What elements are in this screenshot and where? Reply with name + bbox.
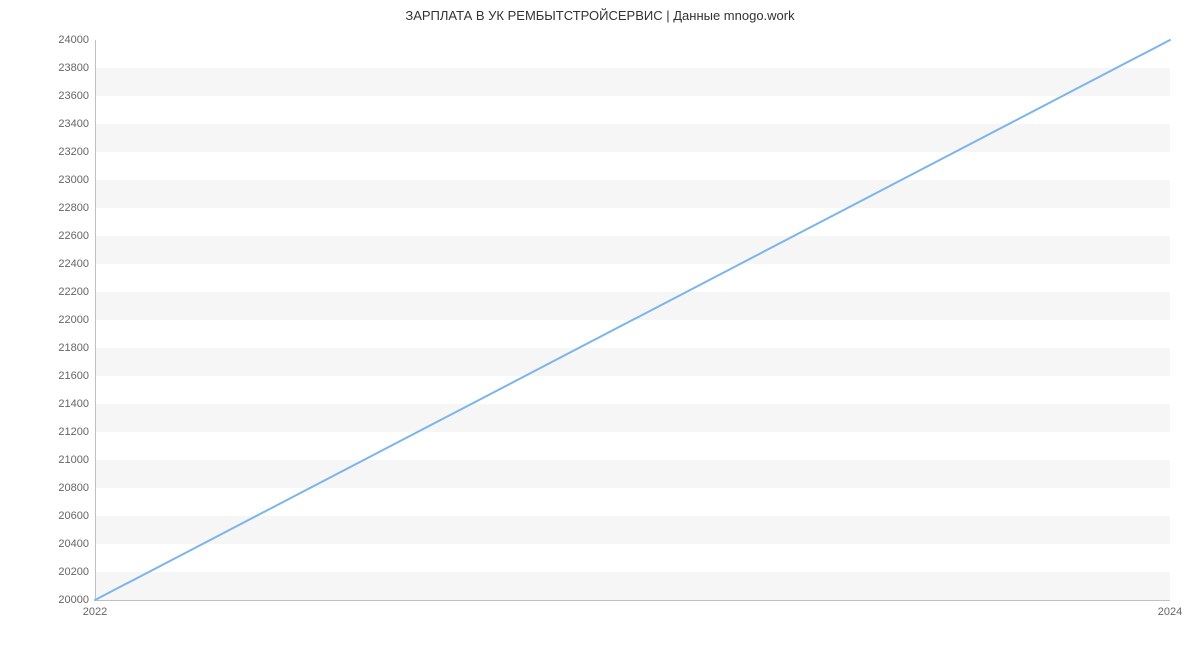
- y-tick-label: 20800: [58, 482, 95, 494]
- y-tick-label: 22400: [58, 258, 95, 270]
- y-tick-label: 23000: [58, 174, 95, 186]
- y-tick-label: 21400: [58, 398, 95, 410]
- y-tick-label: 22000: [58, 314, 95, 326]
- y-tick-label: 23200: [58, 146, 95, 158]
- y-tick-label: 20400: [58, 538, 95, 550]
- y-tick-label: 24000: [58, 34, 95, 46]
- y-tick-label: 23800: [58, 62, 95, 74]
- y-tick-label: 21000: [58, 454, 95, 466]
- x-tick-label: 2022: [83, 600, 107, 618]
- chart-title: ЗАРПЛАТА В УК РЕМБЫТСТРОЙСЕРВИС | Данные…: [0, 8, 1200, 23]
- y-tick-label: 22200: [58, 286, 95, 298]
- plot-area: 2000020200204002060020800210002120021400…: [95, 40, 1170, 600]
- y-tick-label: 21200: [58, 426, 95, 438]
- y-tick-label: 23600: [58, 90, 95, 102]
- x-axis-line: [95, 600, 1170, 601]
- y-tick-label: 22600: [58, 230, 95, 242]
- series-line: [95, 40, 1170, 600]
- x-tick-label: 2024: [1158, 600, 1182, 618]
- line-layer: [95, 40, 1170, 600]
- y-tick-label: 20200: [58, 566, 95, 578]
- y-tick-label: 21800: [58, 342, 95, 354]
- y-tick-label: 20600: [58, 510, 95, 522]
- salary-line-chart: ЗАРПЛАТА В УК РЕМБЫТСТРОЙСЕРВИС | Данные…: [0, 0, 1200, 650]
- y-tick-label: 23400: [58, 118, 95, 130]
- y-tick-label: 21600: [58, 370, 95, 382]
- y-tick-label: 22800: [58, 202, 95, 214]
